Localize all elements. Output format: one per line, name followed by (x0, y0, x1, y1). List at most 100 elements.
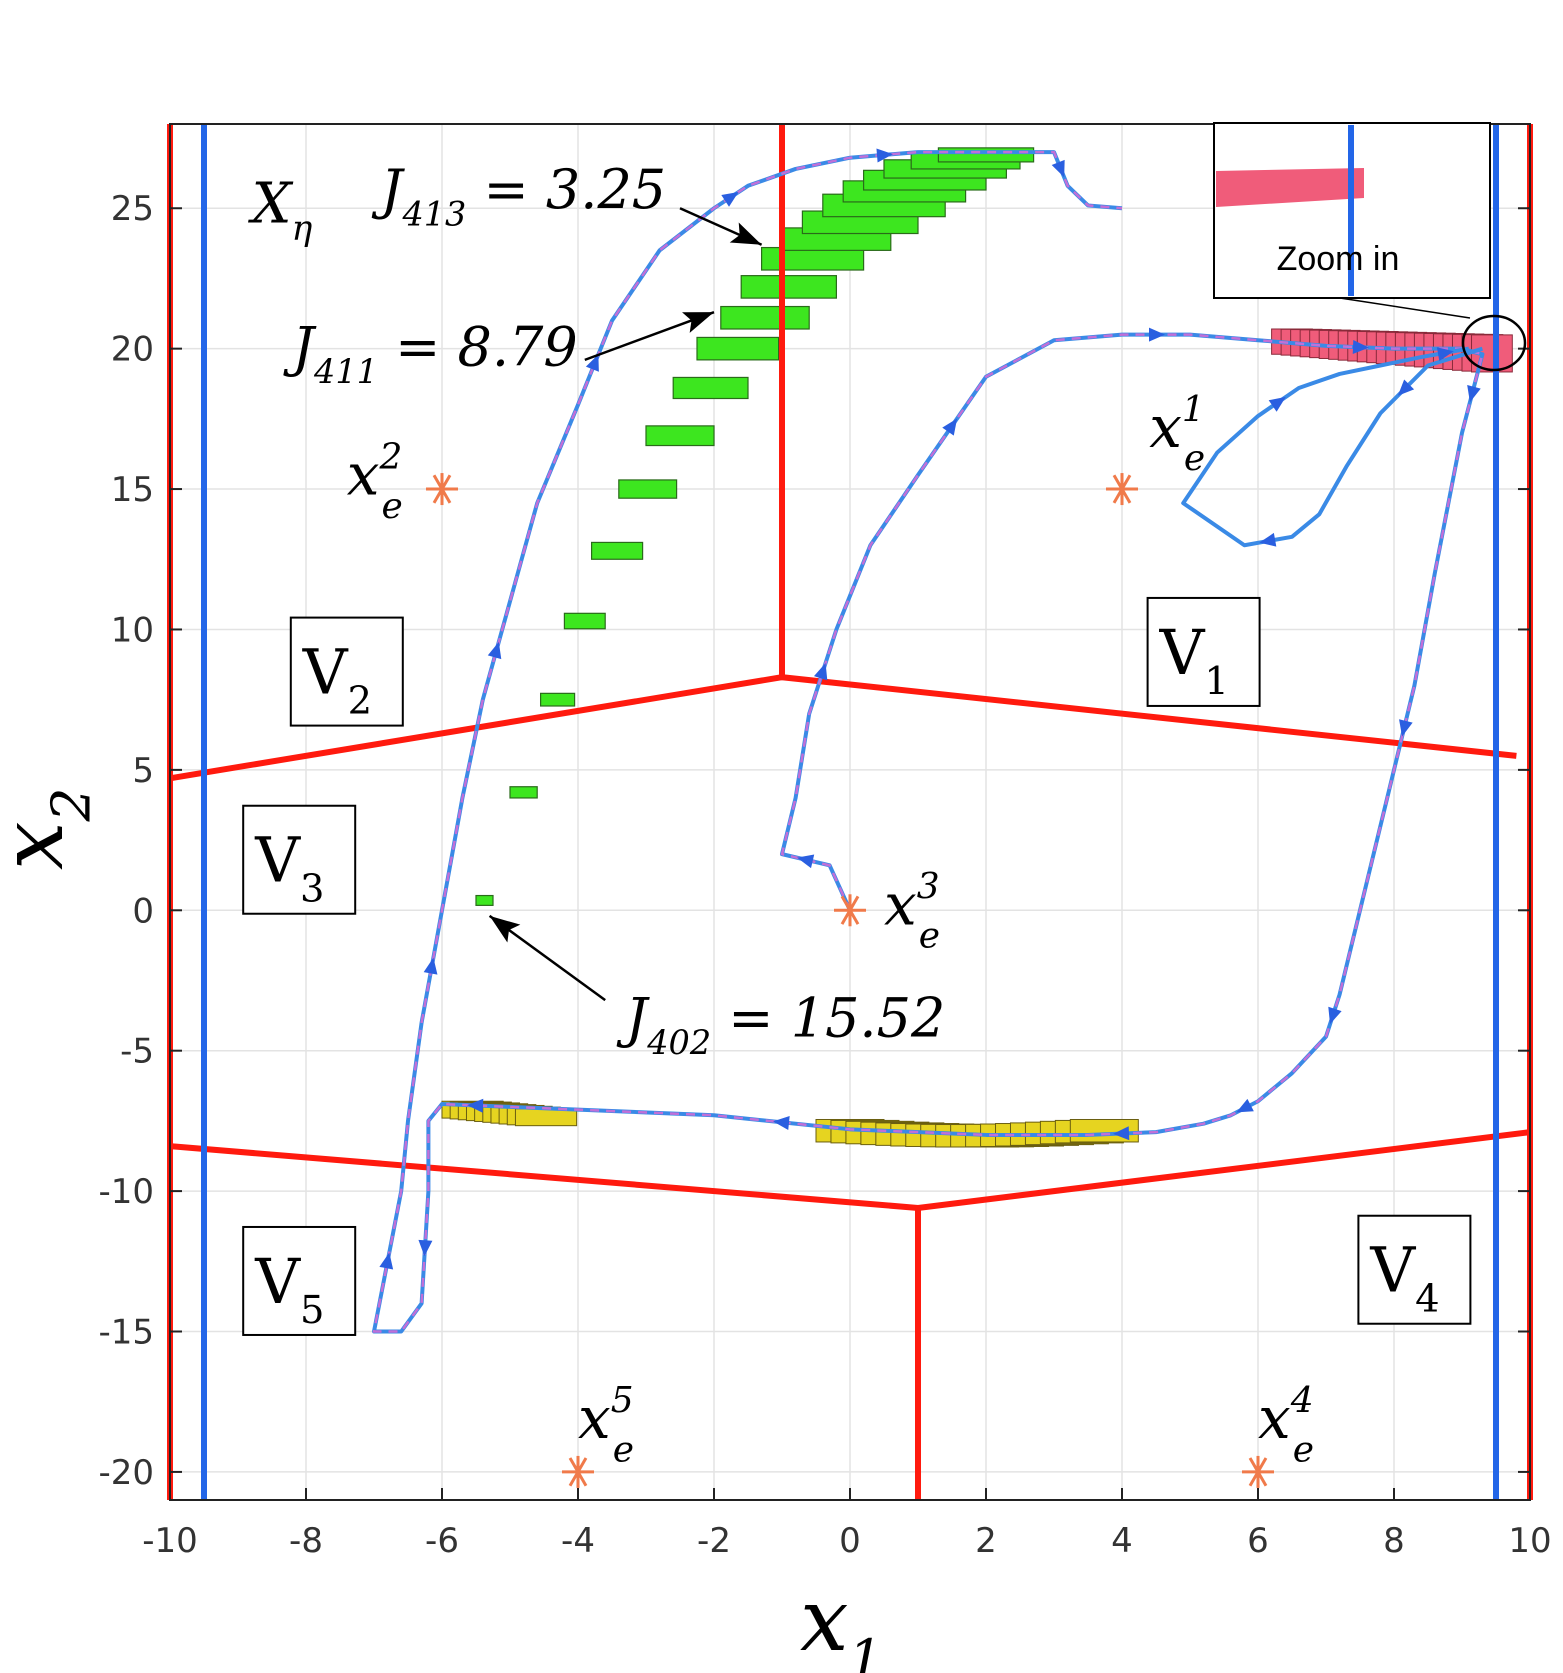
direction-arrow-marker (1236, 1098, 1254, 1113)
y-tick-label: 0 (132, 891, 154, 931)
x-tick-label: -2 (697, 1521, 731, 1561)
trajectory-dashed-overlay (372, 150, 1484, 1333)
y-tick-label: -20 (98, 1453, 154, 1493)
trajectory-line (1181, 346, 1483, 548)
y-axis-label: x2 (0, 788, 103, 870)
direction-arrow-marker (1149, 327, 1165, 342)
tube-rect-yellow (514, 1108, 578, 1127)
annotation-arrowhead (489, 915, 521, 943)
direction-arrow-marker (1268, 396, 1286, 412)
annotation-413-text: J413 = 3.25 (371, 158, 666, 233)
y-tick-label: 15 (111, 470, 154, 510)
x-tick-label: -6 (425, 1521, 459, 1561)
tube-rect-green (696, 336, 780, 361)
zoom-circle (1461, 314, 1527, 372)
y-tick-label: -5 (120, 1032, 154, 1072)
x-tick-label: -8 (289, 1521, 323, 1561)
direction-arrow-marker (721, 192, 739, 207)
y-tick-label: 25 (111, 189, 154, 229)
direction-arrow-marker (1259, 532, 1277, 547)
tube-rect-green (539, 692, 576, 707)
zoom-inset: Zoom in (1213, 122, 1527, 372)
equilibrium-marker-4 (1242, 1455, 1274, 1488)
equilibrium-marker-2 (426, 473, 458, 506)
tube-rect-green (645, 425, 715, 447)
equilibrium-label-5-text: x5 e (578, 1380, 634, 1470)
equilibrium-label-4: x4 e (1258, 1380, 1314, 1470)
direction-arrow-marker (423, 957, 438, 975)
zoom-pink-band (1216, 168, 1364, 207)
direction-arrow-marker (876, 148, 893, 163)
annotation-413: J413 = 3.25 (371, 158, 666, 233)
tube-rect-green (740, 275, 838, 299)
direction-arrow-marker (773, 1116, 790, 1130)
tube-rect-green (720, 305, 810, 330)
direction-arrow-marker (379, 1252, 394, 1270)
x-tick-label: -10 (142, 1521, 198, 1561)
direction-arrow-marker (813, 663, 828, 681)
trajectories (372, 148, 1485, 1334)
annotation-arrowhead (682, 312, 714, 333)
y-tick-label: -10 (98, 1172, 154, 1212)
region-label-box-1 (1146, 596, 1261, 707)
direction-arrow-marker (418, 1239, 433, 1257)
region-label-5: V5 (254, 1245, 324, 1333)
region-label-box-5 (242, 1225, 357, 1336)
region-label-box-3 (242, 804, 357, 915)
y-axis-label-text: x2 (0, 788, 103, 870)
region-label-4: V4 (1369, 1234, 1439, 1322)
region-label-2-text: V2 (302, 636, 372, 724)
equilibrium-marker-5 (562, 1455, 594, 1488)
region-label-box-2 (289, 616, 404, 727)
direction-arrow-marker (467, 1098, 484, 1113)
zoom-connector-line (1339, 297, 1471, 319)
direction-arrow-marker (1399, 719, 1413, 737)
tube-rect-green (937, 147, 1035, 163)
equilibrium-label-4-text: x4 e (1258, 1380, 1314, 1470)
y-tick-label: 10 (111, 610, 154, 650)
equilibrium-marker-3 (834, 894, 866, 927)
equilibrium-label-3-text: x3 e (884, 866, 940, 956)
tube-rect-green (509, 786, 538, 799)
zoom-in-label: Zoom in (1277, 240, 1400, 278)
direction-arrow-marker (585, 354, 599, 372)
direction-arrow-marker (1397, 379, 1415, 396)
equilibrium-label-2-text: x2 e (347, 437, 403, 527)
direction-arrow-marker (1436, 347, 1454, 361)
annotation-arrowhead (729, 222, 762, 245)
equilibrium-label-1: x1 e (1149, 389, 1205, 479)
x-tick-label: -4 (561, 1521, 595, 1561)
x-tick-label: 6 (1247, 1521, 1269, 1561)
axes: -10 -8 -6 -4 -2 0 2 4 6 8 10-20-15-10-50510152025x… (0, 123, 1552, 1673)
direction-arrow-marker (942, 418, 958, 436)
set-label: Xη (248, 171, 313, 249)
x-tick-label: 2 (975, 1521, 997, 1561)
region-label-1-text: V1 (1159, 616, 1229, 704)
x-axis-label: x1 (800, 1571, 882, 1673)
region-labels: V1 V2 V3 V4 V5 Xη (242, 171, 1472, 1336)
direction-arrow-marker (1328, 1006, 1342, 1025)
y-tick-label: 20 (111, 330, 154, 370)
region-label-box-4 (1357, 1214, 1472, 1325)
y-tick-label: -15 (98, 1313, 154, 1353)
direction-arrow-marker (1352, 339, 1369, 354)
tube-rect-green (672, 376, 749, 400)
y-tick-label: 5 (132, 751, 154, 791)
region-label-4-text: V4 (1369, 1234, 1439, 1322)
equilibrium-label-3: x3 e (884, 866, 940, 956)
x-tick-label: 10 (1508, 1521, 1551, 1561)
annotation-411-text: J411 = 8.79 (282, 316, 577, 391)
region-label-1: V1 (1159, 616, 1229, 704)
region-label-5-text: V5 (254, 1245, 324, 1333)
equilibrium-label-2: x2 e (347, 437, 403, 527)
direction-arrow-marker (1113, 1126, 1130, 1141)
x-tick-label: 8 (1383, 1521, 1405, 1561)
direction-arrow-marker (1051, 159, 1065, 178)
set-label-text: Xη (248, 171, 313, 249)
tube-rect-green (590, 541, 644, 560)
tube-rect-green (475, 894, 494, 906)
x-axis-label-text: x1 (800, 1571, 882, 1673)
region-label-2: V2 (302, 636, 372, 724)
equilibrium-marker-1 (1106, 473, 1138, 506)
